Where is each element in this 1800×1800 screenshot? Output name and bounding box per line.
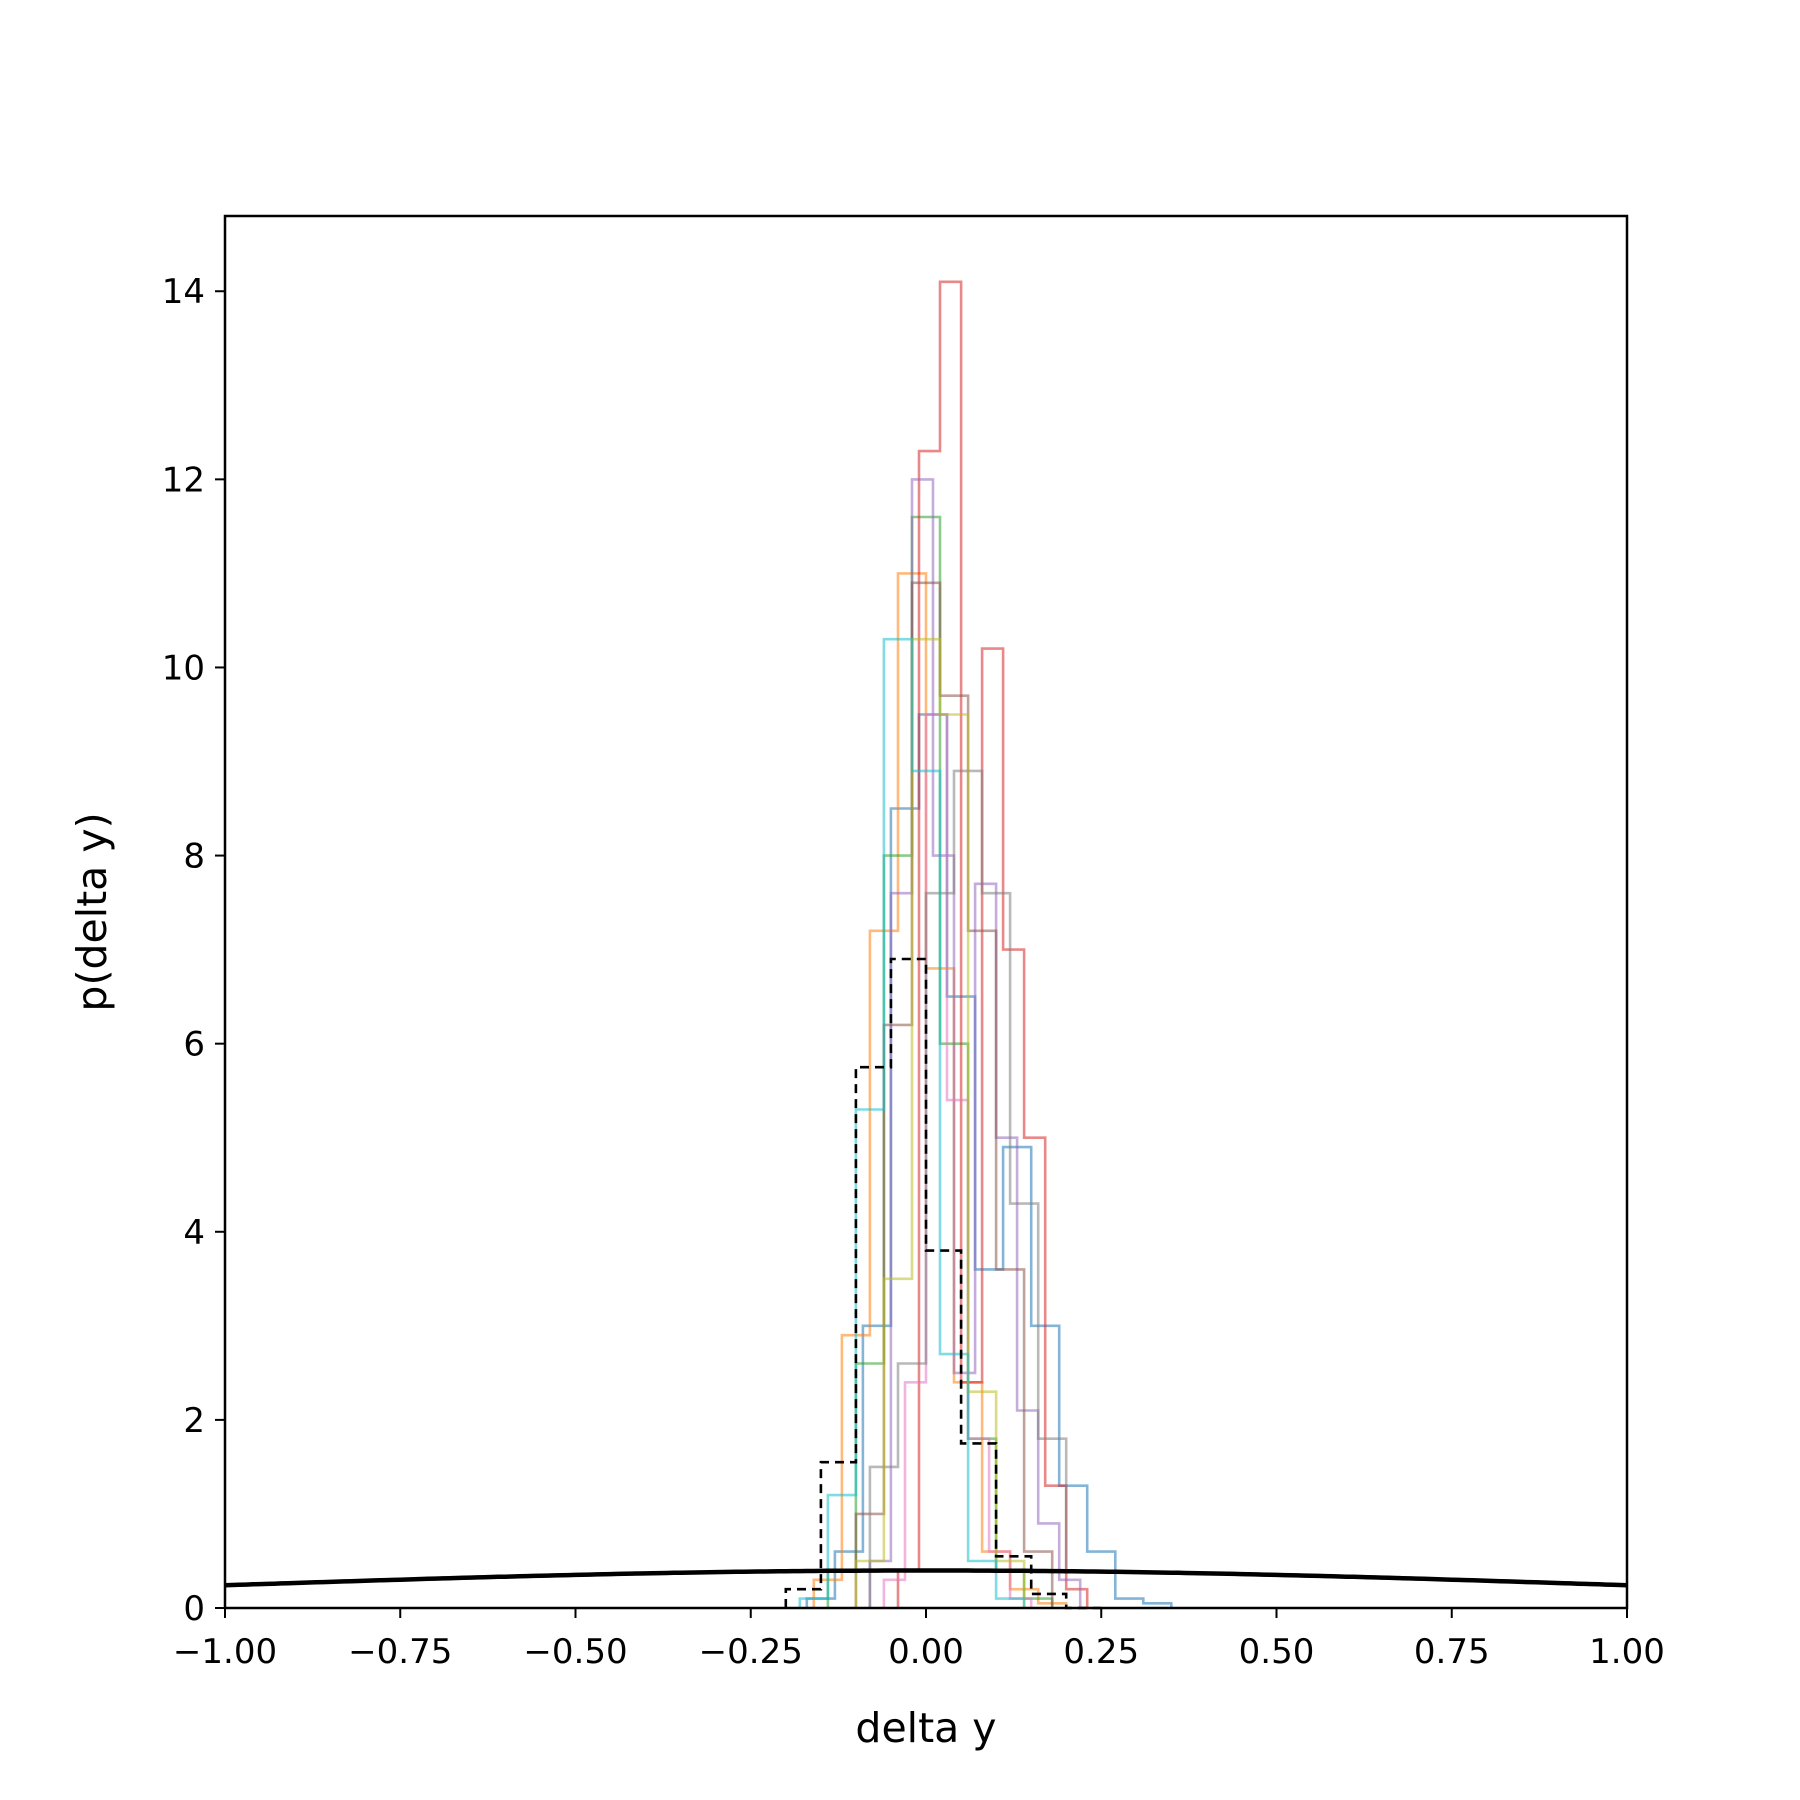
- histogram-series-10: [798, 637, 1026, 1608]
- y-tick-label: 12: [162, 460, 205, 500]
- histogram-series-7: [882, 713, 1033, 1608]
- normal-reference-curve: [224, 1568, 1628, 1588]
- y-axis-label: p(delta y): [68, 812, 116, 1011]
- dashed-mean-histogram: [784, 957, 1102, 1610]
- x-tick-label: 0.00: [888, 1632, 964, 1672]
- reference-curve-group: [224, 957, 1628, 1610]
- histogram-series-6: [854, 581, 1054, 1608]
- x-tick-label: −1.00: [173, 1632, 277, 1672]
- x-tick-label: −0.25: [699, 1632, 803, 1672]
- y-tick-label: 4: [183, 1213, 205, 1253]
- y-tick-label: 6: [183, 1025, 205, 1065]
- x-tick-label: −0.75: [348, 1632, 452, 1672]
- histogram-series-group: [798, 280, 1173, 1608]
- x-tick-label: 0.25: [1063, 1632, 1139, 1672]
- histogram-series-1: [805, 713, 1173, 1608]
- y-tick-label: 14: [162, 272, 205, 312]
- y-tick-label: 2: [183, 1401, 205, 1441]
- x-tick-label: −0.50: [523, 1632, 627, 1672]
- x-tick-label: 1.00: [1589, 1632, 1665, 1672]
- y-tick-label: 10: [162, 648, 205, 688]
- x-tick-label: 0.75: [1414, 1632, 1490, 1672]
- y-axis-ticks: 0 2 4 6 8 10 12 14: [162, 272, 225, 1629]
- y-tick-label: 8: [183, 837, 205, 877]
- x-tick-label: 0.50: [1239, 1632, 1315, 1672]
- histogram-series-5: [868, 478, 1082, 1608]
- histogram-series-4: [896, 280, 1089, 1608]
- x-axis-label: delta y: [855, 1704, 996, 1752]
- y-tick-label: 0: [183, 1589, 205, 1629]
- x-axis-ticks: −1.00 −0.75 −0.50 −0.25 0.00 0.25 0.50 0.75 1.00: [173, 1608, 1665, 1672]
